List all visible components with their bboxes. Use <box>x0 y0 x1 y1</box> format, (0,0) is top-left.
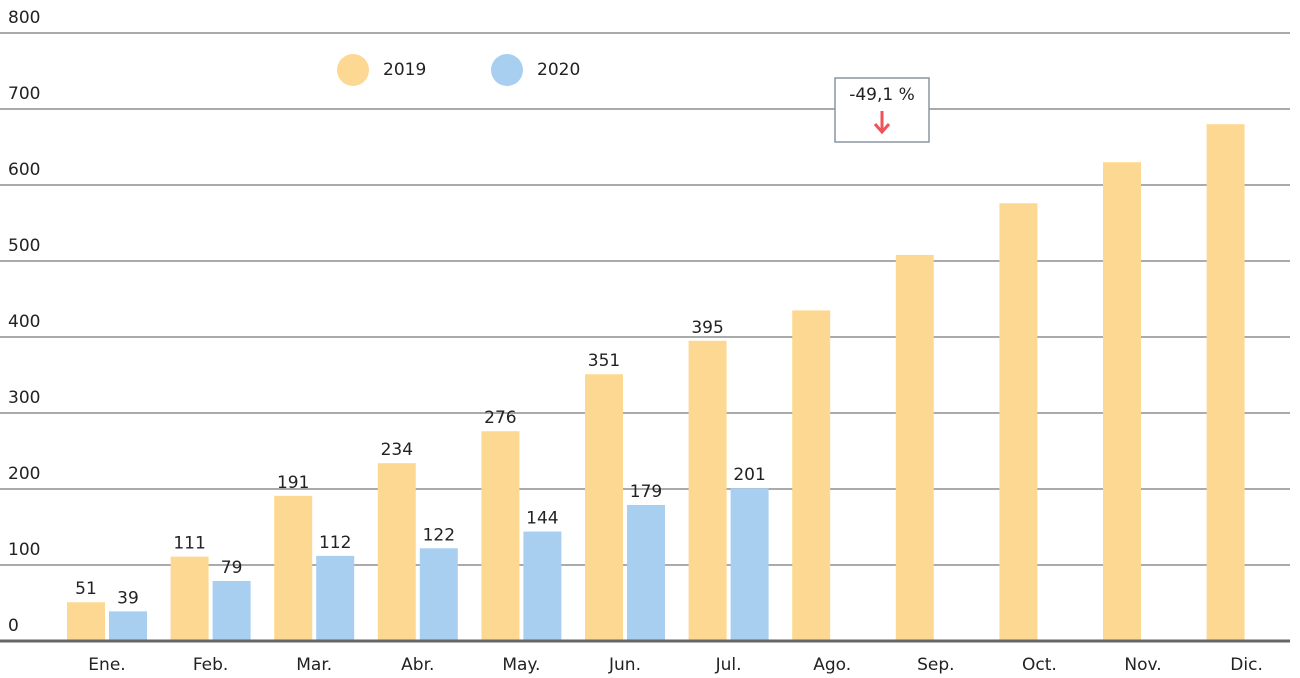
bar <box>170 556 209 641</box>
value-label: 234 <box>381 440 413 460</box>
value-label: 276 <box>484 408 516 428</box>
x-tick-label: Jul. <box>715 655 742 675</box>
bar <box>109 611 147 641</box>
x-tick-label: Feb. <box>193 655 229 675</box>
bar <box>895 254 934 642</box>
y-tick-label: 300 <box>8 388 40 408</box>
x-tick-label: Jun. <box>608 655 641 675</box>
legend-label: 2020 <box>537 60 580 80</box>
y-tick-label: 700 <box>8 84 40 104</box>
bar <box>730 488 769 641</box>
bar <box>377 463 416 641</box>
bar <box>316 555 355 641</box>
y-tick-label: 200 <box>8 464 40 484</box>
annotation: -49,1 % <box>834 77 930 143</box>
x-tick-label: May. <box>502 655 540 675</box>
legend-label: 2019 <box>383 60 426 80</box>
bar <box>792 310 831 641</box>
value-label: 201 <box>733 465 765 485</box>
value-label: 112 <box>319 533 351 553</box>
plot: 0 100 200 300 400 500 600 700 800 Ene. 51 39 Feb. 111… <box>0 8 1290 675</box>
legend-swatch <box>337 54 369 86</box>
bar <box>67 602 105 641</box>
x-tick-label: Mar. <box>296 655 332 675</box>
y-tick-label: 400 <box>8 312 40 332</box>
bar <box>274 495 313 641</box>
bar <box>1206 124 1245 641</box>
bar <box>627 504 665 641</box>
bar <box>585 374 623 641</box>
value-label: 395 <box>691 318 723 338</box>
y-tick-label: 600 <box>8 160 40 180</box>
bar <box>419 548 458 641</box>
x-tick-label: Abr. <box>401 655 434 675</box>
value-label: 39 <box>117 588 139 608</box>
value-label: 111 <box>173 534 205 554</box>
value-label: 79 <box>221 558 243 578</box>
x-tick-label: Ene. <box>88 655 125 675</box>
bar <box>481 431 520 641</box>
value-label: 51 <box>75 579 97 599</box>
y-tick-label: 0 <box>8 616 19 636</box>
bar <box>523 531 562 641</box>
value-label: 351 <box>588 351 620 371</box>
x-tick-label: Sep. <box>917 655 954 675</box>
bar <box>212 580 251 641</box>
x-tick-label: Oct. <box>1022 655 1057 675</box>
value-label: 191 <box>277 473 309 493</box>
bar <box>999 203 1038 642</box>
legend-swatch <box>491 54 523 86</box>
annotation-text: -49,1 % <box>849 85 915 105</box>
value-label: 144 <box>526 509 558 529</box>
y-tick-label: 800 <box>8 8 40 28</box>
bar <box>1103 162 1141 641</box>
value-label: 179 <box>630 482 662 502</box>
y-tick-label: 100 <box>8 540 40 560</box>
down-arrow <box>873 111 891 135</box>
y-tick-label: 500 <box>8 236 40 256</box>
bar <box>688 340 727 641</box>
value-label: 122 <box>423 525 455 545</box>
x-tick-label: Dic. <box>1230 655 1263 675</box>
x-tick-label: Nov. <box>1124 655 1161 675</box>
x-tick-label: Ago. <box>813 655 851 675</box>
